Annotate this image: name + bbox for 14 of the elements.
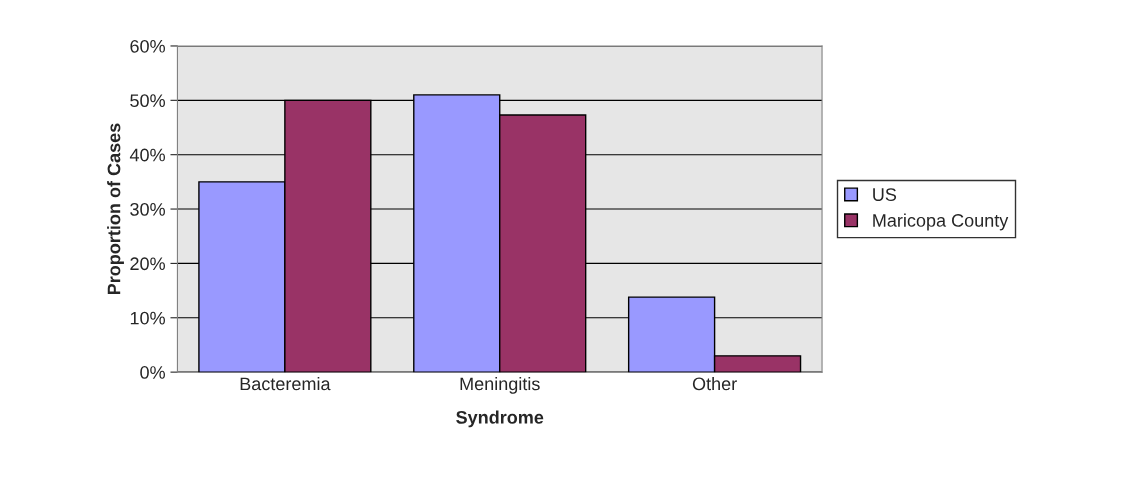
legend-label: US [873, 188, 897, 201]
x-axis-title: Syndrome [456, 410, 544, 428]
y-tick-label: 0% [140, 366, 165, 379]
y-tick-label: 20% [130, 257, 165, 271]
y-tick-label: 50% [130, 94, 165, 108]
y-tick-label: 30% [130, 202, 165, 216]
legend-label: Maricopa County [873, 213, 1009, 231]
x-tick-label: Other [692, 376, 737, 391]
y-tick-label: 40% [129, 148, 165, 162]
x-tick-label: Bacteremia [240, 376, 331, 391]
y-tick-label: 10% [130, 311, 165, 325]
y-axis-title: Proportion of Cases [107, 123, 124, 295]
x-tick-label: Meningitis [460, 376, 540, 394]
y-tick-label: 60% [130, 39, 165, 53]
